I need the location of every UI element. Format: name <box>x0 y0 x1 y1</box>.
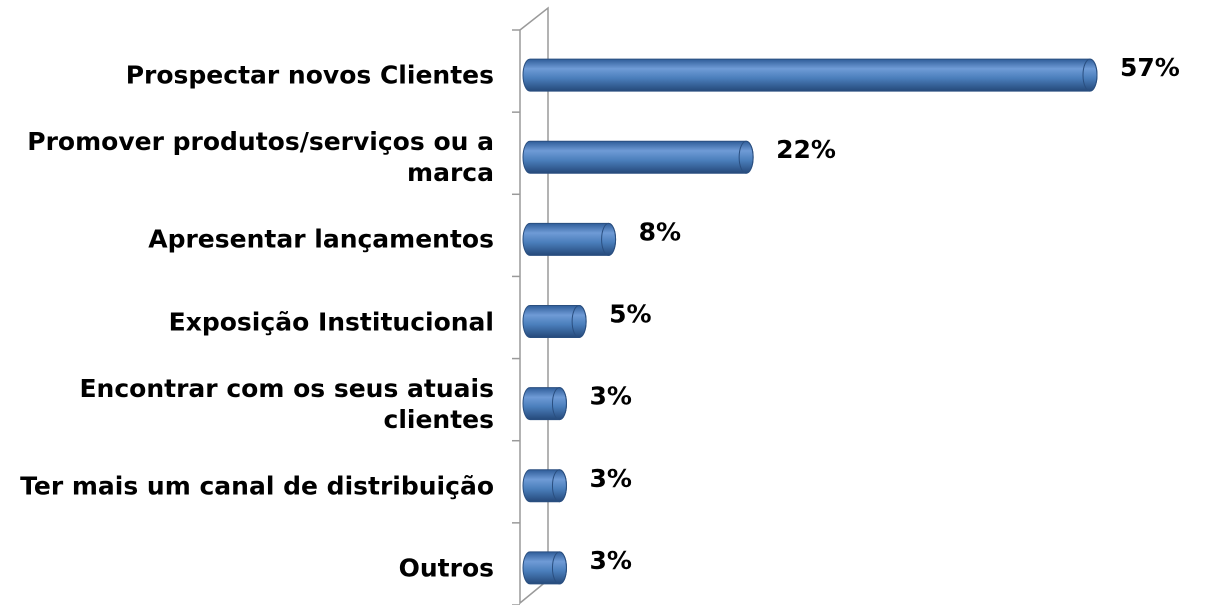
bar <box>522 305 587 338</box>
value-label: 5% <box>609 300 651 329</box>
value-label: 57% <box>1120 53 1180 82</box>
bar-cap <box>1082 58 1098 92</box>
category-label: Ter mais um canal de distribuição <box>20 471 494 501</box>
value-label: 22% <box>776 135 836 164</box>
bar <box>522 387 567 421</box>
value-label: 3% <box>589 464 631 493</box>
bar-cap <box>601 222 617 256</box>
category-label: Apresentar lançamentos <box>148 224 494 254</box>
category-label: Outros <box>398 553 494 583</box>
bar <box>522 140 754 174</box>
bar-cap <box>571 305 587 338</box>
bar-cap <box>551 469 567 503</box>
bar <box>522 58 1098 92</box>
category-label: Encontrar com os seus atuais clientes <box>79 373 494 434</box>
category-label: Promover produtos/serviços ou a marca <box>27 127 494 188</box>
bar-cap <box>551 387 567 421</box>
value-label: 3% <box>589 546 631 575</box>
category-label: Prospectar novos Clientes <box>125 60 494 90</box>
category-label: Exposição Institucional <box>168 307 494 336</box>
bar <box>522 469 567 503</box>
value-label: 3% <box>589 382 631 411</box>
bar-cap <box>738 140 754 174</box>
bar <box>522 551 567 585</box>
value-label: 8% <box>639 217 681 246</box>
bar-cap <box>551 551 567 585</box>
